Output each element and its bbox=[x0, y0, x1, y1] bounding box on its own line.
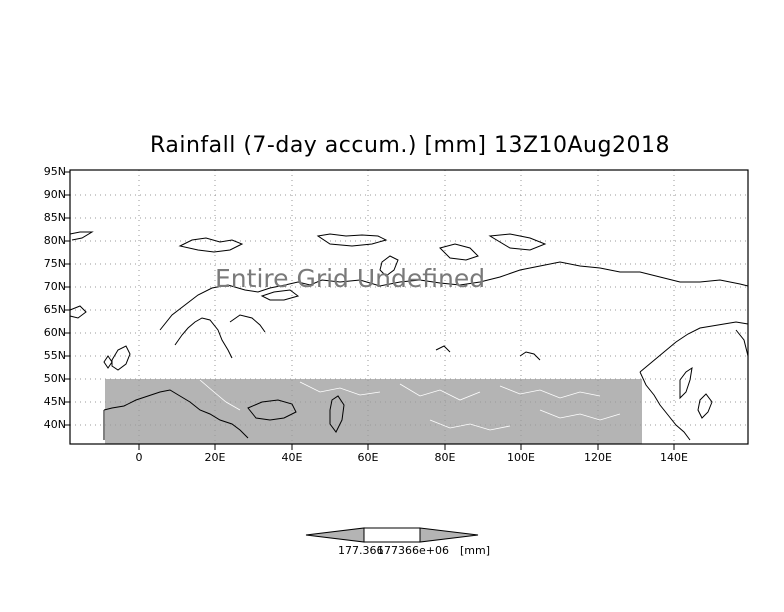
lon-label: 140E bbox=[660, 451, 688, 464]
lat-label: 40N bbox=[43, 418, 66, 431]
graticule bbox=[70, 170, 748, 444]
colorbar bbox=[305, 527, 479, 543]
lon-label: 60E bbox=[357, 451, 379, 464]
lat-label: 85N bbox=[43, 211, 66, 224]
map-title: Rainfall (7-day accum.) [mm] 13Z10Aug201… bbox=[150, 133, 670, 158]
y-ticks bbox=[64, 171, 70, 426]
colorbar-label-right: 177366e+06 bbox=[377, 544, 449, 557]
plot-frame bbox=[69, 169, 749, 445]
borders bbox=[199, 379, 621, 431]
masked-region bbox=[105, 379, 642, 444]
lon-label: 120E bbox=[584, 451, 612, 464]
lat-label: 60N bbox=[43, 326, 66, 339]
lat-label: 75N bbox=[43, 257, 66, 270]
lon-label: 100E bbox=[507, 451, 535, 464]
lat-label: 50N bbox=[43, 372, 66, 385]
undefined-grid-message: Entire Grid Undefined bbox=[215, 264, 486, 293]
colorbar-middle-box bbox=[363, 527, 421, 543]
colorbar-high-triangle bbox=[419, 527, 479, 543]
lat-label: 95N bbox=[43, 165, 66, 178]
lon-label: 80E bbox=[434, 451, 456, 464]
lat-label: 65N bbox=[43, 303, 66, 316]
colorbar-unit: [mm] bbox=[460, 544, 491, 557]
lat-label: 80N bbox=[43, 234, 66, 247]
lat-label: 55N bbox=[43, 349, 66, 362]
colorbar-low-triangle bbox=[305, 527, 365, 543]
lat-label: 70N bbox=[43, 280, 66, 293]
lat-label: 45N bbox=[43, 395, 66, 408]
lon-label: 40E bbox=[281, 451, 303, 464]
lon-label: 20E bbox=[204, 451, 226, 464]
lon-label: 0 bbox=[135, 451, 143, 464]
lat-label: 90N bbox=[43, 188, 66, 201]
coastlines bbox=[69, 231, 749, 441]
x-ticks bbox=[138, 444, 675, 450]
colorbar-label-left: 177.366 bbox=[338, 544, 384, 557]
